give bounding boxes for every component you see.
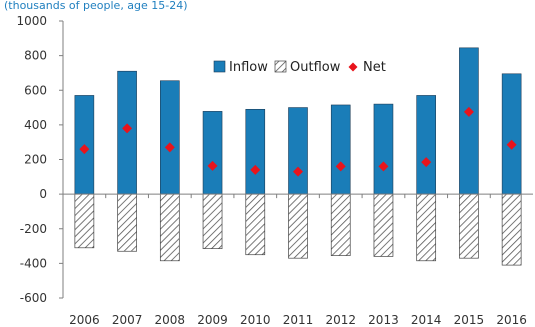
- x-tick-label: 2015: [454, 313, 485, 327]
- y-tick-label: -400: [20, 256, 47, 270]
- legend-outflow-swatch: [274, 60, 287, 73]
- x-tick-label: 2013: [368, 313, 399, 327]
- x-tick-label: 2016: [496, 313, 527, 327]
- outflow-bar: [117, 193, 137, 252]
- inflow-bar: [288, 107, 308, 195]
- legend-inflow-swatch: [213, 60, 226, 73]
- outflow-bar: [330, 193, 351, 256]
- x-tick-label: 2012: [325, 313, 356, 327]
- y-tick-label: 400: [24, 118, 47, 132]
- inflow-bar: [501, 73, 522, 195]
- y-tick-label: 600: [24, 83, 47, 97]
- y-tick-label: -600: [20, 291, 47, 305]
- outflow-bar: [245, 193, 266, 256]
- net-marker: [207, 160, 218, 171]
- x-tick-label: 2011: [283, 313, 314, 327]
- y-tick-label: 800: [24, 49, 47, 63]
- inflow-bar: [245, 108, 266, 195]
- legend-net-swatch: [348, 62, 358, 72]
- markers-layer: [79, 106, 517, 177]
- x-tick-label: 2010: [240, 313, 271, 327]
- net-marker: [122, 123, 133, 134]
- x-tick-label: 2014: [411, 313, 442, 327]
- axes-layer: -600 -400 -200 0 200 400 600 800 1000 2006 2007 200…: [16, 14, 533, 327]
- inflow-bar: [330, 104, 351, 195]
- legend: Inflow Outflow Net: [213, 60, 386, 75]
- net-marker: [164, 142, 175, 153]
- net-marker: [378, 161, 389, 172]
- net-marker: [79, 144, 90, 155]
- net-marker: [506, 139, 517, 150]
- inflow-bar: [416, 95, 436, 195]
- outflow-bar: [373, 193, 394, 257]
- x-tick-label: 2006: [69, 313, 100, 327]
- net-marker: [250, 164, 261, 175]
- inflow-bar: [373, 103, 394, 195]
- inflow-bar: [459, 47, 479, 195]
- inflow-bar: [160, 80, 180, 195]
- x-tick-label: 2008: [155, 313, 186, 327]
- y-tick-label: 1000: [16, 14, 47, 28]
- net-marker: [463, 106, 474, 117]
- inflow-bar: [202, 111, 223, 195]
- outflow-bar: [74, 193, 95, 249]
- chart-subtitle: (thousands of people, age 15-24): [4, 0, 188, 12]
- net-marker: [335, 161, 346, 172]
- bars-layer: [74, 47, 522, 266]
- outflow-bar: [288, 193, 308, 259]
- y-tick-label: -200: [20, 222, 47, 236]
- outflow-bar: [202, 193, 223, 250]
- net-marker: [293, 166, 303, 177]
- legend-net-label: Net: [363, 60, 386, 75]
- net-marker: [421, 157, 432, 168]
- legend-inflow-label: Inflow: [229, 60, 268, 75]
- legend-outflow-label: Outflow: [290, 60, 341, 75]
- outflow-bar: [416, 193, 437, 262]
- outflow-bar: [159, 193, 180, 262]
- outflow-bar: [459, 193, 479, 259]
- y-tick-label: 0: [39, 187, 47, 201]
- x-tick-label: 2009: [197, 313, 228, 327]
- outflow-bar: [501, 193, 522, 266]
- x-tick-label: 2007: [112, 313, 143, 327]
- y-tick-label: 200: [24, 153, 47, 167]
